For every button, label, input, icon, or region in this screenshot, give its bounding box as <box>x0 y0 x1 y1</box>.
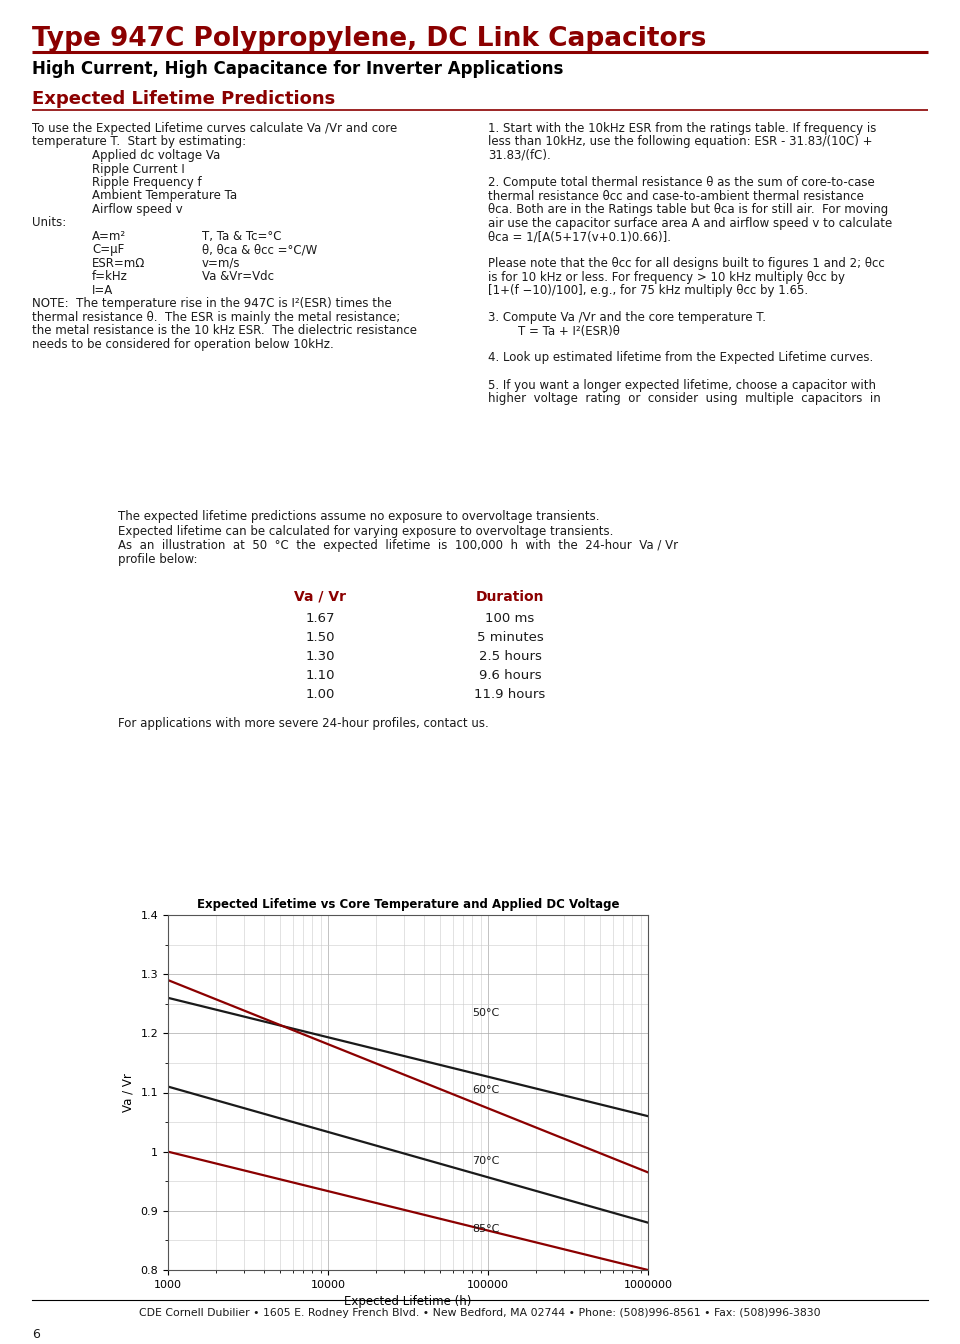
Text: Ripple Current I: Ripple Current I <box>92 163 184 176</box>
Text: To use the Expected Lifetime curves calculate Va /Vr and core: To use the Expected Lifetime curves calc… <box>32 122 397 134</box>
Text: Airflow speed v: Airflow speed v <box>92 203 182 216</box>
Text: Va &Vr=Vdc: Va &Vr=Vdc <box>202 270 274 284</box>
Text: Ambient Temperature Ta: Ambient Temperature Ta <box>92 190 237 203</box>
Text: The expected lifetime predictions assume no exposure to overvoltage transients.: The expected lifetime predictions assume… <box>118 509 599 523</box>
Text: thermal resistance θcc and case-to-ambient thermal resistance: thermal resistance θcc and case-to-ambie… <box>488 190 864 203</box>
Text: 4. Look up estimated lifetime from the Expected Lifetime curves.: 4. Look up estimated lifetime from the E… <box>488 352 874 364</box>
Text: the metal resistance is the 10 kHz ESR.  The dielectric resistance: the metal resistance is the 10 kHz ESR. … <box>32 324 417 337</box>
Text: needs to be considered for operation below 10kHz.: needs to be considered for operation bel… <box>32 337 334 351</box>
Text: 70°C: 70°C <box>472 1156 500 1165</box>
Text: As  an  illustration  at  50  °C  the  expected  lifetime  is  100,000  h  with : As an illustration at 50 °C the expected… <box>118 539 678 552</box>
Text: 2.5 hours: 2.5 hours <box>479 650 541 663</box>
Text: 1.50: 1.50 <box>305 630 335 644</box>
Text: High Current, High Capacitance for Inverter Applications: High Current, High Capacitance for Inver… <box>32 60 564 78</box>
Text: Please note that the θcc for all designs built to figures 1 and 2; θcc: Please note that the θcc for all designs… <box>488 257 885 270</box>
Text: C=μF: C=μF <box>92 243 124 257</box>
Text: Applied dc voltage Va: Applied dc voltage Va <box>92 149 220 163</box>
Text: For applications with more severe 24-hour profiles, contact us.: For applications with more severe 24-hou… <box>118 716 489 730</box>
Text: θca = 1/[A(5+17(v+0.1)0.66)].: θca = 1/[A(5+17(v+0.1)0.66)]. <box>488 230 671 243</box>
Text: NOTE:  The temperature rise in the 947C is I²(ESR) times the: NOTE: The temperature rise in the 947C i… <box>32 297 392 310</box>
Text: Units:: Units: <box>32 216 66 230</box>
Text: higher  voltage  rating  or  consider  using  multiple  capacitors  in: higher voltage rating or consider using … <box>488 392 880 405</box>
Text: profile below:: profile below: <box>118 554 198 567</box>
Text: Ripple Frequency f: Ripple Frequency f <box>92 176 202 190</box>
Text: is for 10 kHz or less. For frequency > 10 kHz multiply θcc by: is for 10 kHz or less. For frequency > 1… <box>488 270 845 284</box>
Text: 1.00: 1.00 <box>305 688 335 702</box>
Text: less than 10kHz, use the following equation: ESR - 31.83/(10C) +: less than 10kHz, use the following equat… <box>488 136 873 148</box>
Text: [1+(f −10)/100], e.g., for 75 kHz multiply θcc by 1.65.: [1+(f −10)/100], e.g., for 75 kHz multip… <box>488 284 808 297</box>
Text: A=m²: A=m² <box>92 230 126 243</box>
Text: thermal resistance θ.  The ESR is mainly the metal resistance;: thermal resistance θ. The ESR is mainly … <box>32 310 400 324</box>
Text: Va / Vr: Va / Vr <box>294 590 346 603</box>
Text: temperature T.  Start by estimating:: temperature T. Start by estimating: <box>32 136 246 148</box>
Text: Duration: Duration <box>476 590 544 603</box>
Text: CDE Cornell Dubilier • 1605 E. Rodney French Blvd. • New Bedford, MA 02744 • Pho: CDE Cornell Dubilier • 1605 E. Rodney Fr… <box>139 1308 821 1318</box>
Text: 9.6 hours: 9.6 hours <box>479 669 541 681</box>
Text: v=m/s: v=m/s <box>202 257 241 270</box>
Text: T = Ta + I²(ESR)θ: T = Ta + I²(ESR)θ <box>488 324 620 337</box>
Text: Expected Lifetime Predictions: Expected Lifetime Predictions <box>32 90 335 108</box>
Text: 11.9 hours: 11.9 hours <box>474 688 545 702</box>
Text: Type 947C Polypropylene, DC Link Capacitors: Type 947C Polypropylene, DC Link Capacit… <box>32 26 707 52</box>
Text: 5 minutes: 5 minutes <box>476 630 543 644</box>
Text: T, Ta & Tc=°C: T, Ta & Tc=°C <box>202 230 281 243</box>
Title: Expected Lifetime vs Core Temperature and Applied DC Voltage: Expected Lifetime vs Core Temperature an… <box>197 898 619 911</box>
Text: 6: 6 <box>32 1328 40 1341</box>
Text: 3. Compute Va /Vr and the core temperature T.: 3. Compute Va /Vr and the core temperatu… <box>488 310 766 324</box>
X-axis label: Expected Lifetime (h): Expected Lifetime (h) <box>345 1296 471 1308</box>
Text: θca. Both are in the Ratings table but θca is for still air.  For moving: θca. Both are in the Ratings table but θ… <box>488 203 888 216</box>
Text: I=A: I=A <box>92 284 113 297</box>
Text: 1.67: 1.67 <box>305 612 335 625</box>
Text: 60°C: 60°C <box>472 1085 500 1094</box>
Text: 1. Start with the 10kHz ESR from the ratings table. If frequency is: 1. Start with the 10kHz ESR from the rat… <box>488 122 876 134</box>
Text: θ, θca & θcc =°C/W: θ, θca & θcc =°C/W <box>202 243 317 257</box>
Text: air use the capacitor surface area A and airflow speed v to calculate: air use the capacitor surface area A and… <box>488 216 892 230</box>
Text: ESR=mΩ: ESR=mΩ <box>92 257 145 270</box>
Text: f=kHz: f=kHz <box>92 270 128 284</box>
Text: 1.10: 1.10 <box>305 669 335 681</box>
Text: 31.83/(fC).: 31.83/(fC). <box>488 149 551 163</box>
Text: 100 ms: 100 ms <box>486 612 535 625</box>
Text: Expected lifetime can be calculated for varying exposure to overvoltage transien: Expected lifetime can be calculated for … <box>118 524 613 538</box>
Text: 85°C: 85°C <box>472 1223 500 1234</box>
Text: 50°C: 50°C <box>472 1008 500 1017</box>
Text: 1.30: 1.30 <box>305 650 335 663</box>
Text: 2. Compute total thermal resistance θ as the sum of core-to-case: 2. Compute total thermal resistance θ as… <box>488 176 875 190</box>
Y-axis label: Va / Vr: Va / Vr <box>122 1073 135 1111</box>
Text: 5. If you want a longer expected lifetime, choose a capacitor with: 5. If you want a longer expected lifetim… <box>488 379 876 391</box>
